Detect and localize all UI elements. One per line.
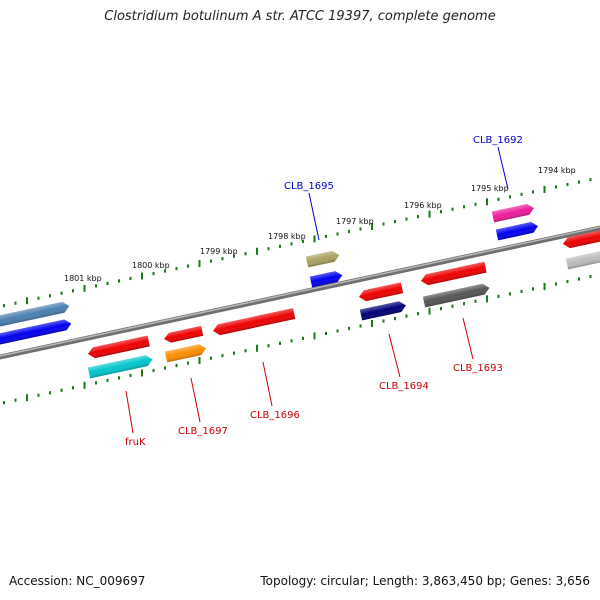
kbp-label: 1798 kbp [268,232,306,241]
feature-blue-shading [495,222,539,241]
kbp-label: 1799 kbp [200,247,238,256]
feature-blue-shading [309,271,343,288]
label-leader-lines [125,146,509,434]
feature-red-shading [421,261,487,286]
gene-label: CLB_1692 [473,135,523,146]
page-title: Clostridium botulinum A str. ATCC 19397,… [104,9,496,24]
feature-red-shading [213,308,296,336]
feature-orange-shading [164,344,207,363]
feature-blue [309,271,343,288]
leader-line [125,390,134,434]
feature-light-gray-shading [565,249,600,270]
feature-red-shading [563,228,600,249]
feature-blue-light [0,301,70,328]
leader-line [190,377,201,423]
leader-line [308,192,320,241]
feature-cyan-shading [87,355,153,379]
gene-features [0,204,600,379]
feature-cyan [87,355,153,379]
leader-line [262,361,273,407]
feature-red [359,282,404,302]
genome-backbone [0,225,600,360]
map-labels: 1801 kbp 1800 kbp 1799 kbp 1798 kbp 1797 kbp… [64,135,576,448]
backbone-highlight [0,226,600,357]
feature-red [164,325,204,343]
leader-line [462,317,474,360]
gene-label: CLB_1695 [284,181,334,192]
kbp-label: 1797 kbp [336,217,374,226]
accession-text: Accession: NC_009697 [9,574,146,588]
gene-label: fruK [125,437,146,448]
gene-label: CLB_1697 [178,426,228,437]
gene-label: CLB_1696 [250,410,300,421]
feature-navy-shading [359,301,406,321]
feature-magenta-shading [491,204,535,223]
feature-blue-shading [0,319,72,346]
inner-tick-ring [3,274,592,405]
feature-blue [0,319,72,346]
gene-label: CLB_1694 [379,381,429,392]
feature-red [421,261,487,286]
feature-dark-gray [422,283,490,308]
leader-line [388,333,401,378]
feature-khaki-shading [305,250,340,268]
feature-blue [495,222,539,241]
genome-summary-text: Topology: circular; Length: 3,863,450 bp… [260,574,590,588]
feature-blue-light-shading [0,301,70,328]
feature-khaki [305,250,340,268]
kbp-label: 1801 kbp [64,274,102,283]
feature-navy [359,301,406,321]
outer-tick-ring [3,177,592,308]
leader-line [497,146,509,190]
kbp-label: 1796 kbp [404,201,442,210]
feature-red [88,335,150,359]
gene-label: CLB_1693 [453,363,503,374]
feature-magenta [491,204,535,223]
feature-red [563,228,600,249]
kbp-label: 1794 kbp [538,166,576,175]
kbp-label: 1795 kbp [471,184,509,193]
feature-orange [164,344,207,363]
feature-red [213,308,296,336]
feature-red-shading [359,282,404,302]
backbone-line [0,225,600,360]
feature-red-shading [164,325,204,343]
feature-light-gray [565,249,600,270]
feature-red-shading [88,335,150,359]
feature-dark-gray-shading [422,283,490,308]
kbp-label: 1800 kbp [132,261,170,270]
